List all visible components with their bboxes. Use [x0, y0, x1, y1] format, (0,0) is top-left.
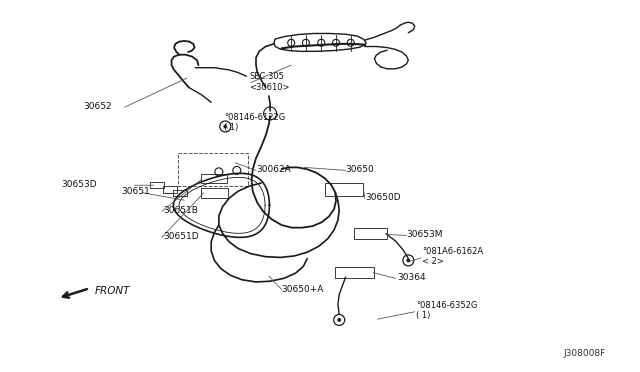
- Text: 30653D: 30653D: [61, 180, 97, 189]
- Circle shape: [406, 259, 410, 262]
- Circle shape: [223, 125, 227, 128]
- Text: 30651D: 30651D: [163, 232, 199, 241]
- Text: 30651B: 30651B: [163, 206, 198, 215]
- Bar: [163, 186, 177, 193]
- Bar: [150, 182, 164, 188]
- Text: FRONT: FRONT: [95, 286, 130, 296]
- Text: °08146-6122G
( 1): °08146-6122G ( 1): [224, 113, 285, 132]
- Text: °081A6-6162A
< 2>: °081A6-6162A < 2>: [422, 247, 484, 266]
- Text: 30650: 30650: [346, 165, 374, 174]
- Text: 30364: 30364: [397, 273, 426, 282]
- Bar: [178, 153, 248, 186]
- Text: J308008F: J308008F: [563, 349, 605, 358]
- Text: 30650+A: 30650+A: [282, 285, 324, 294]
- Text: 30651: 30651: [122, 187, 150, 196]
- Text: 30653M: 30653M: [406, 230, 443, 239]
- Text: 30652: 30652: [83, 102, 112, 110]
- Text: SEC.305
<30610>: SEC.305 <30610>: [250, 72, 290, 92]
- Bar: [173, 190, 187, 196]
- Text: 30650D: 30650D: [365, 193, 401, 202]
- Text: °08146-6352G
( 1): °08146-6352G ( 1): [416, 301, 477, 320]
- Circle shape: [337, 318, 341, 322]
- Text: 30062A: 30062A: [256, 165, 291, 174]
